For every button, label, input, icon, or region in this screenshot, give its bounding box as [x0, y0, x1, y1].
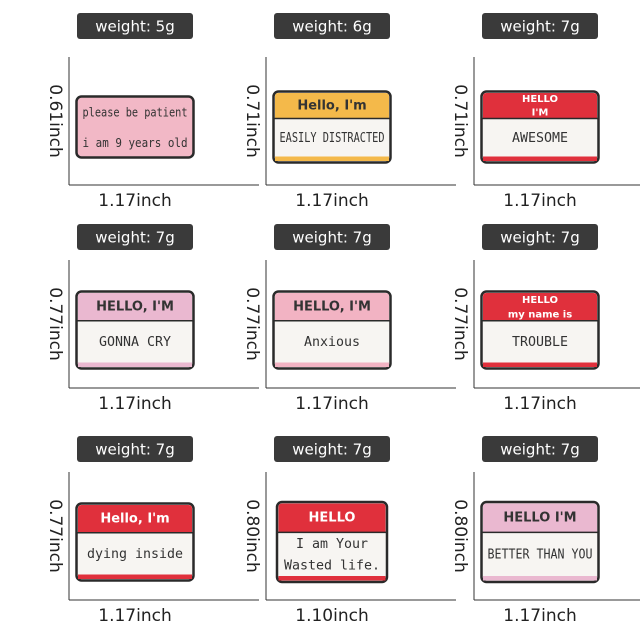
height-label: 0.71inch	[242, 84, 262, 157]
pin-bottom-band	[275, 362, 389, 367]
height-label: 0.80inch	[242, 499, 262, 572]
weight-label: weight: 5g	[95, 18, 174, 36]
pin: please be patient i am 9 years old	[75, 95, 195, 159]
pin-header-text: my name is	[508, 309, 572, 320]
weight-badge	[77, 13, 193, 39]
pin-body-text: EASILY DISTRACTED	[280, 131, 385, 146]
weight-badge	[77, 224, 193, 250]
width-label: 1.17inch	[503, 394, 576, 414]
weight-label: weight: 7g	[292, 441, 371, 459]
weight-label: weight: 7g	[95, 229, 174, 247]
pin-body-text: GONNA CRY	[99, 335, 171, 350]
weight-label: weight: 7g	[292, 229, 371, 247]
weight-badge	[482, 436, 598, 462]
pin-bottom-band	[483, 156, 597, 161]
height-label: 0.77inch	[45, 499, 65, 572]
pin: HELLO my name is TROUBLE	[480, 290, 600, 370]
pin-header	[483, 93, 597, 119]
pin: Hello, I'm dying inside	[75, 502, 195, 582]
pin-bottom-band	[278, 576, 386, 581]
pin-body-text: i am 9 years old	[83, 136, 188, 150]
weight-label: weight: 7g	[500, 441, 579, 459]
pin-header-text: HELLO, I'M	[96, 300, 174, 315]
pin-body-text: TROUBLE	[512, 335, 568, 350]
pin-header	[275, 293, 389, 321]
pin-bottom-band	[483, 576, 597, 581]
weight-badge	[482, 13, 598, 39]
pin: Hello, I'm EASILY DISTRACTED	[272, 90, 392, 164]
pin-header-text: Hello, I'm	[297, 98, 366, 113]
pin-body-text: please be patient	[83, 105, 188, 119]
height-label: 0.77inch	[450, 287, 470, 360]
pin: HELLO I'M AWESOME	[480, 90, 600, 164]
pin: HELLO I am Your Wasted life.	[275, 500, 389, 584]
pin-header-text: HELLO I'M	[503, 511, 576, 526]
pin-bottom-band	[275, 156, 389, 161]
weight-badge	[274, 13, 390, 39]
width-label: 1.17inch	[295, 394, 368, 414]
height-label: 0.77inch	[45, 287, 65, 360]
pin-bottom-band	[483, 362, 597, 367]
pin-header	[78, 293, 192, 321]
width-label: 1.17inch	[503, 191, 576, 211]
pin-bottom-band	[78, 574, 192, 579]
width-label: 1.17inch	[98, 606, 171, 626]
pin-body-text: dying inside	[87, 547, 183, 562]
height-label: 0.77inch	[242, 287, 262, 360]
width-label: 1.17inch	[503, 606, 576, 626]
width-label: 1.17inch	[98, 394, 171, 414]
weight-label: weight: 7g	[95, 441, 174, 459]
weight-label: weight: 7g	[500, 229, 579, 247]
pin-header	[78, 505, 192, 533]
pin: HELLO, I'M GONNA CRY	[75, 290, 195, 370]
pin: HELLO I'M BETTER THAN YOU	[480, 500, 600, 584]
pin-header-text: HELLO	[309, 511, 356, 526]
pin-header-text: HELLO	[522, 295, 558, 306]
pin-body-text: I am Your	[296, 537, 368, 552]
pin-header	[483, 503, 597, 533]
pin-body-text: Wasted life.	[284, 559, 380, 574]
pin-header-text: Hello, I'm	[100, 512, 169, 527]
pin-body	[75, 95, 195, 159]
pin-header-text: HELLO, I'M	[293, 300, 371, 315]
width-label: 1.10inch	[295, 606, 368, 626]
pin-body-text: BETTER THAN YOU	[488, 548, 593, 563]
pin-header	[483, 293, 597, 321]
width-label: 1.17inch	[295, 191, 368, 211]
height-label: 0.61inch	[45, 84, 65, 157]
weight-label: weight: 6g	[292, 18, 371, 36]
pin-body-text: AWESOME	[512, 131, 568, 146]
pin-body-text: Anxious	[304, 335, 360, 350]
weight-label: weight: 7g	[500, 18, 579, 36]
height-label: 0.71inch	[450, 84, 470, 157]
weight-badge	[274, 224, 390, 250]
pin-header	[278, 503, 386, 533]
pin: HELLO, I'M Anxious	[272, 290, 392, 370]
weight-badge	[77, 436, 193, 462]
width-label: 1.17inch	[98, 191, 171, 211]
height-label: 0.80inch	[450, 499, 470, 572]
pin-bottom-band	[78, 362, 192, 367]
pin-header	[275, 93, 389, 119]
pin-header-text: HELLO	[522, 94, 558, 105]
weight-badge	[274, 436, 390, 462]
weight-badge	[482, 224, 598, 250]
pin-header-text: I'M	[532, 108, 549, 119]
